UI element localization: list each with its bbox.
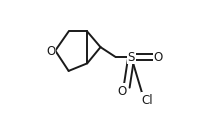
Text: O: O [47, 45, 56, 58]
Text: O: O [153, 51, 163, 64]
Text: S: S [128, 51, 135, 64]
Text: O: O [118, 84, 127, 97]
Text: Cl: Cl [142, 93, 153, 106]
